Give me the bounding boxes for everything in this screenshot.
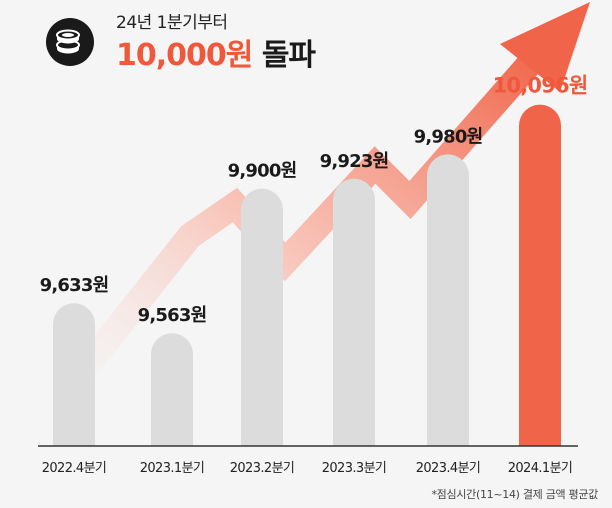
x-tick-label: 2023.1분기 (140, 461, 205, 476)
bar-2024.1분기 (519, 104, 561, 446)
title-accent: 10,000원 (116, 38, 253, 73)
bar-2022.4분기 (53, 303, 95, 446)
x-tick-label: 2023.4분기 (416, 461, 481, 476)
header-icon-badge (46, 18, 94, 66)
data-label: 10,096원 (493, 74, 588, 98)
x-tick-label: 2022.4분기 (42, 461, 107, 476)
bar-2023.4분기 (427, 154, 469, 446)
title-rest: 돌파 (252, 38, 316, 73)
bar-2023.1분기 (151, 333, 193, 446)
trend-arrow-head (500, 2, 590, 92)
chart-title: 10,000원 돌파 (116, 30, 316, 74)
footnote: *점심시간(11~14) 결제 금액 평균값 (431, 488, 598, 501)
x-tick-label: 2023.2분기 (230, 461, 295, 476)
trend-arrow-body (49, 43, 550, 409)
data-label: 9,923원 (320, 151, 389, 172)
data-label: 9,633원 (40, 275, 109, 296)
data-label: 9,900원 (228, 161, 297, 182)
x-tick-label: 2024.1분기 (508, 461, 573, 476)
bar-2023.3분기 (333, 178, 375, 446)
x-tick-label: 2023.3분기 (322, 461, 387, 476)
coins-icon (56, 29, 80, 54)
data-label: 9,980원 (414, 126, 483, 147)
bar-2023.2분기 (241, 188, 283, 446)
data-label: 9,563원 (138, 305, 207, 326)
chart-subtitle: 24년 1분기부터 (116, 13, 228, 33)
